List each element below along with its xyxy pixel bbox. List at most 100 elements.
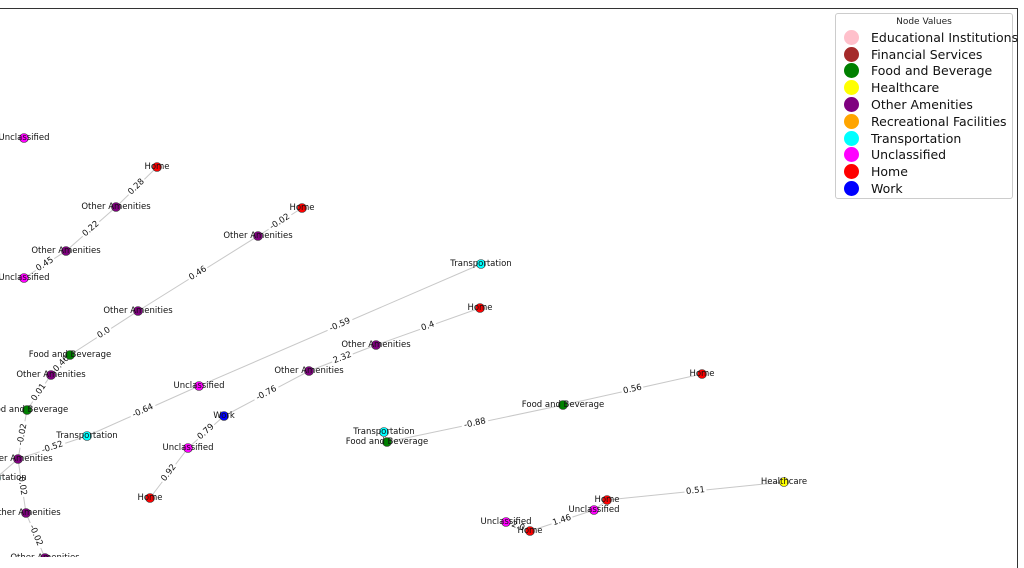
node-label: Unclassified [480,517,531,527]
node-label: Transportation [0,473,27,483]
edge-label-background [252,382,281,405]
edge-label-background [684,484,707,498]
node-label: Home [689,369,714,379]
legend-swatch [844,130,859,146]
node-label: Healthcare [761,477,807,487]
graph-node [304,366,314,376]
graph-node [65,350,75,360]
graph-node [13,454,23,464]
edge-label-background [620,382,645,397]
node-label: Other Amenities [16,370,86,380]
legend-label: Home [871,164,908,180]
legend-label: Educational Institutions [871,29,1019,45]
graph-node [152,162,162,172]
graph-node [82,431,92,441]
legend-swatch [844,29,859,45]
legend-label: Recreational Facilities [871,113,1007,129]
edge-weight-label: -0.02 [16,423,30,446]
graph-node [194,381,204,391]
node-label: Other Amenities [31,246,101,256]
legend-label: Transportation [871,130,962,146]
edge-weight-label: 0.56 [622,383,643,397]
edge-label-background [508,518,528,535]
graph-node [697,369,707,379]
graph-node [476,259,486,269]
graph-node [379,427,389,437]
node-label: Food and Beverage [0,405,68,415]
graph-node [475,303,485,313]
node-label: Other Amenities [274,366,344,376]
graph-node [602,495,612,505]
edge-label-background [418,318,438,335]
node-label: Food and Beverage [346,437,428,447]
node-label: Transportation [449,259,511,269]
graph-node [111,202,121,212]
graph-node [19,133,29,143]
legend-label: Healthcare [871,80,940,96]
edge-weight-label: 1.46 [551,513,572,528]
legend-swatch [844,113,859,129]
edge-weight-label: 2.32 [332,350,353,366]
edge-weight-label: -0.02 [27,523,45,547]
node-label: Unclassified [173,381,224,391]
legend-item: Other Amenities [836,96,1012,113]
graph-node [589,505,599,515]
edge-label-background [15,474,29,498]
legend-item: Recreational Facilities [836,113,1012,130]
legend-label: Food and Beverage [871,63,993,79]
legend-title: Node Values [896,17,952,27]
graph-node [0,475,1,481]
node-label: Other Amenities [223,231,293,241]
edge-weight-label: 0.02 [16,476,29,496]
graph-node [19,273,29,283]
legend-swatch [844,164,859,180]
edges-layer [0,166,785,557]
node-label: Unclassified [568,505,619,515]
edge-label-background [79,217,103,241]
legend-swatch [844,80,859,96]
graph-node [779,477,789,487]
graph-node [371,340,381,350]
graph-node [297,203,307,213]
edge-label-background [128,400,158,422]
legend-swatch [844,147,859,163]
legend-label: Financial Services [871,46,983,62]
edge-label-background [265,210,295,234]
legend-item: Food and Beverage [836,63,1012,80]
node-label: Other Amenities [341,340,411,350]
legend-swatch [844,46,859,62]
edge-label-background [38,438,67,457]
edge-weight-label: 0.51 [686,485,706,497]
nodes-layer [0,133,789,557]
graph-node [183,443,193,453]
graph-node [219,411,229,421]
legend-item: Educational Institutions [836,29,1018,46]
node-label: Home [467,303,492,313]
node-label: Other Amenities [0,454,53,464]
graph-node [501,517,511,527]
node-label: Work [213,411,235,421]
node-label: Other Amenities [81,202,151,212]
node-label: Unclassified [162,443,213,453]
node-label: Home [517,526,542,536]
graph-node [22,405,32,415]
graph-node [21,508,31,518]
edge-weight-label: -0.64 [131,402,155,420]
legend-label: Other Amenities [871,97,973,113]
graph-node [525,526,535,536]
legend-item: Unclassified [836,147,1012,164]
graph-node [253,231,263,241]
node-label: Unclassified [0,273,50,283]
legend-items: Educational Institutions Financial Servic… [836,29,1018,197]
node-label: Unclassified [0,133,50,143]
legend-item: Home [836,163,1012,180]
edge-weight-label: 2.0 [510,519,526,533]
legend-swatch [844,63,859,79]
graph-node [46,370,56,380]
edge-weight-label: 0.4 [420,320,436,334]
edge-label-background [330,349,355,367]
legend-item: Transportation [836,130,1012,147]
legend: Node Values Educational Institutions Fina… [835,13,1018,199]
node-label: Transportation [352,427,414,437]
